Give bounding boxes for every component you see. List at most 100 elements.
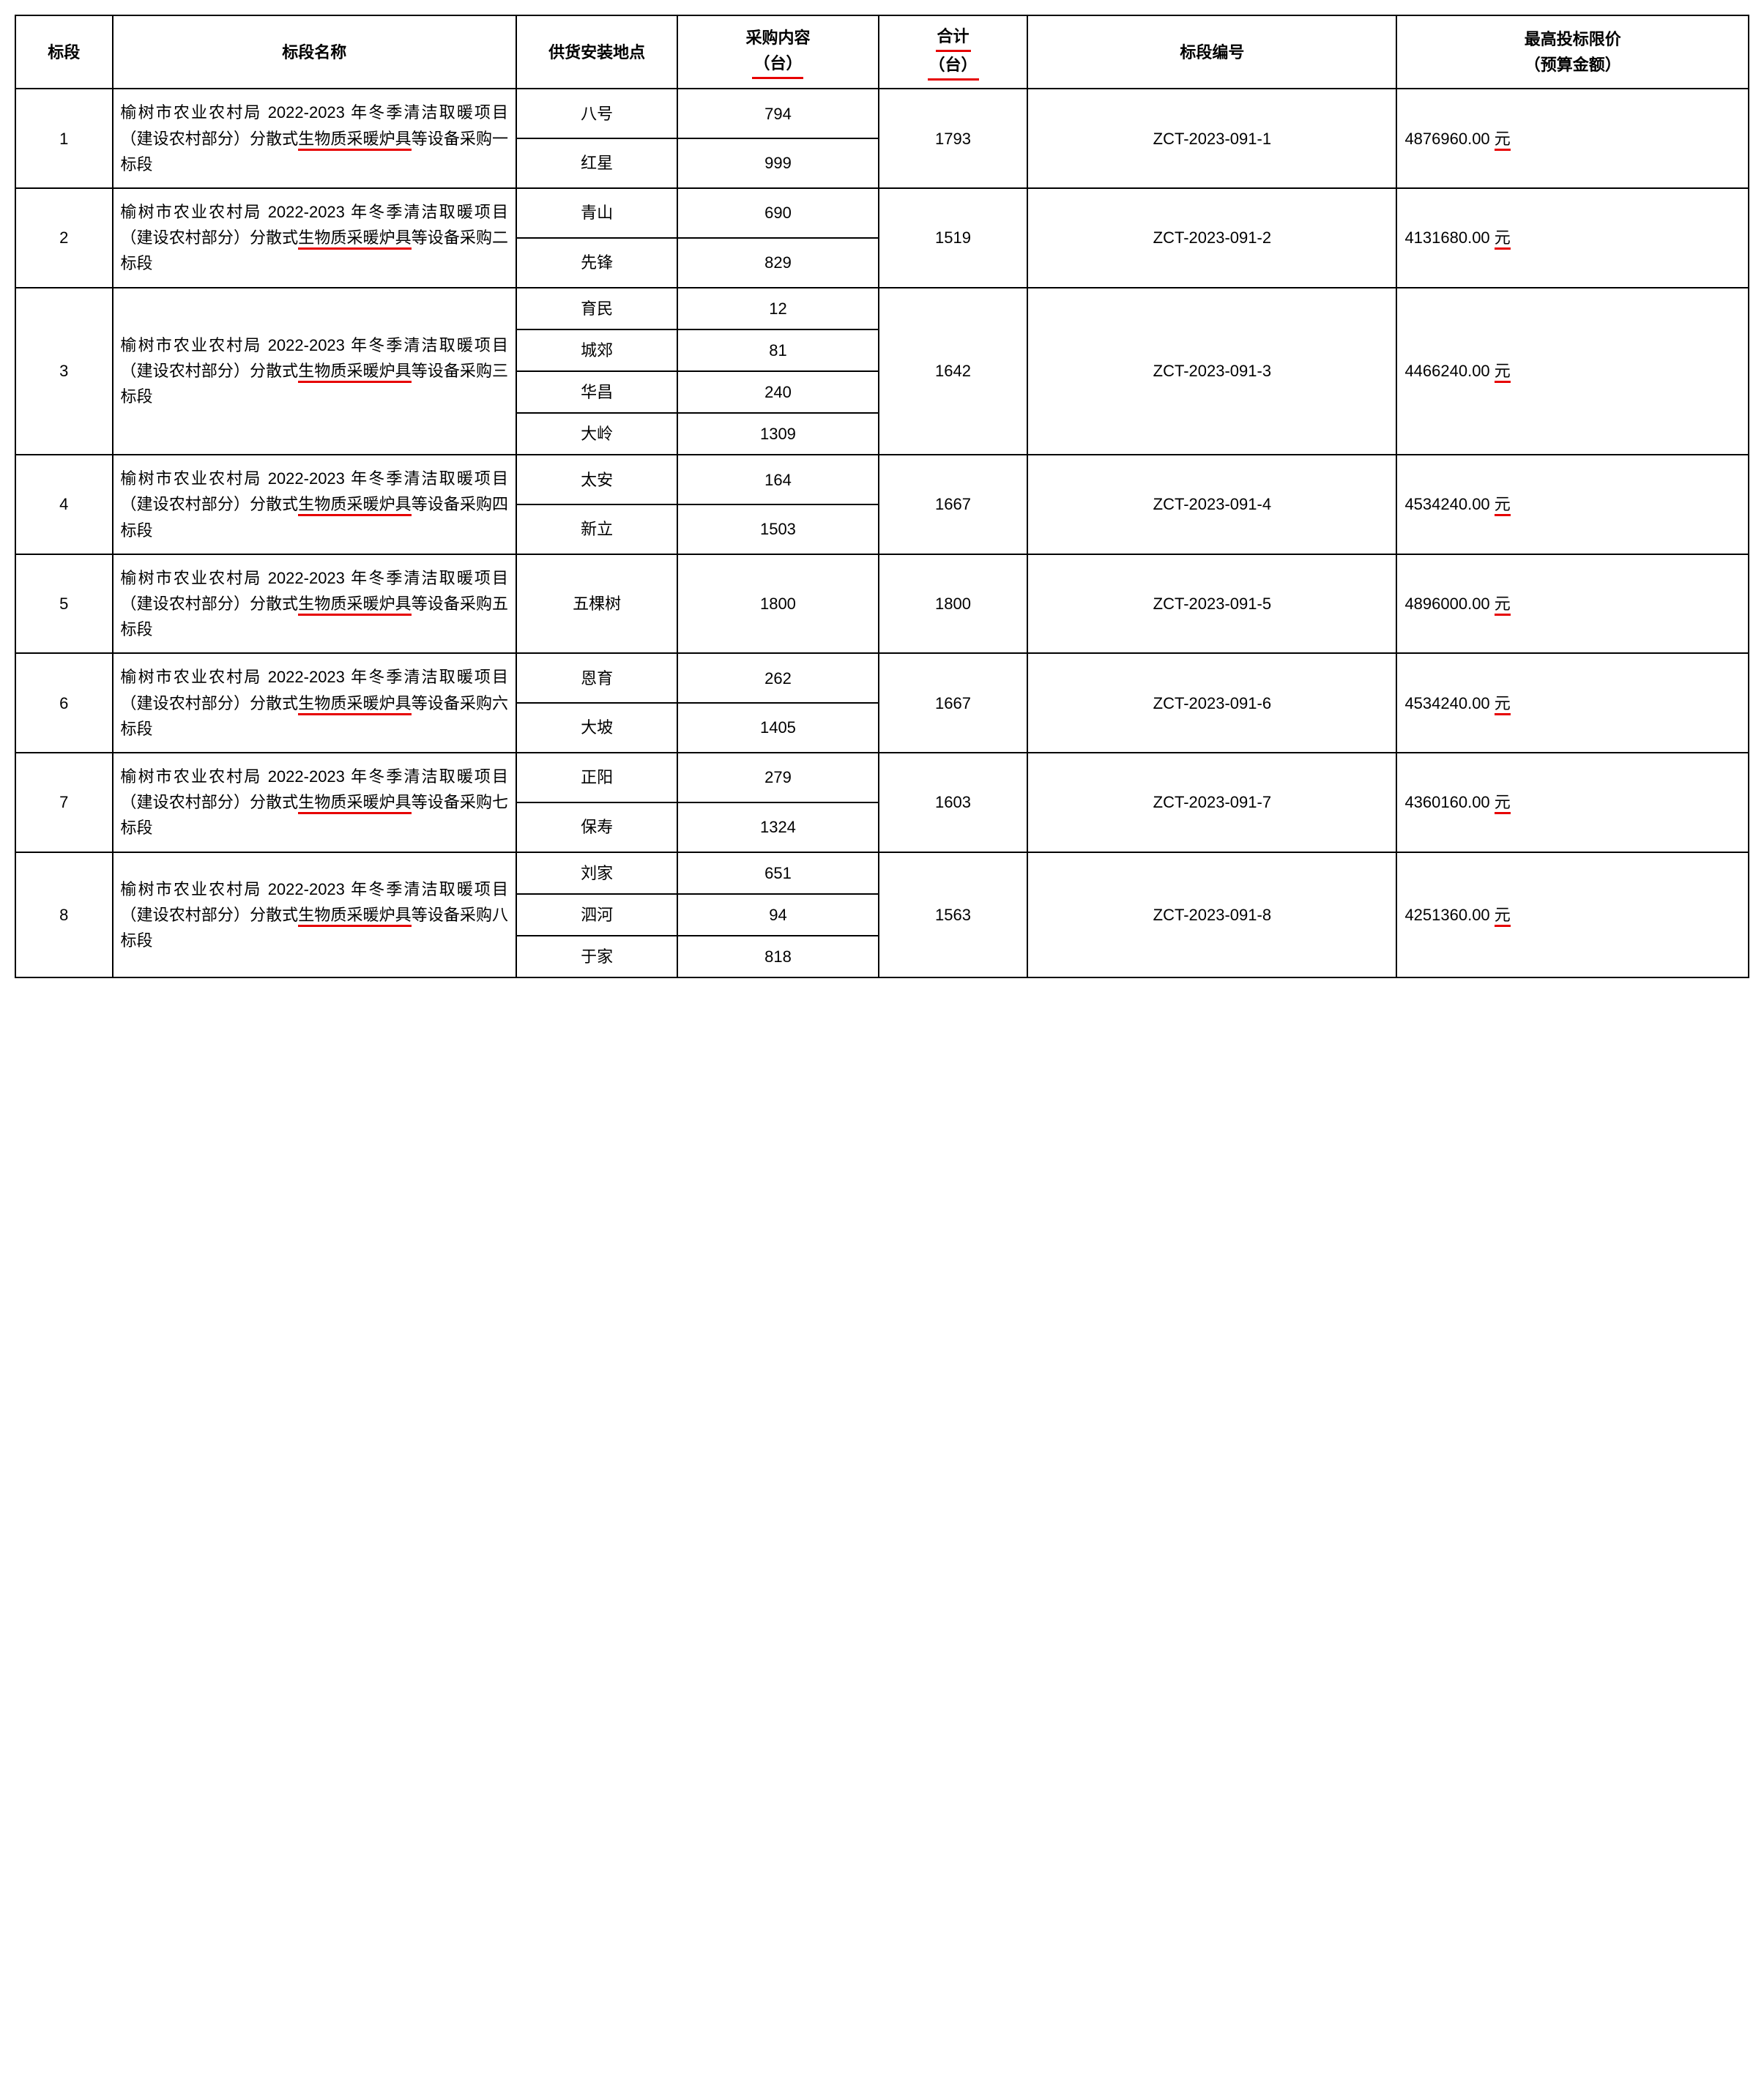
underlined-term: 生物质采暖炉具 [298, 228, 411, 250]
section-name: 榆树市农业农村局 2022-2023 年冬季清洁取暖项目（建设农村部分）分散式生… [113, 852, 517, 978]
qty-cell: 690 [677, 188, 879, 238]
total-cell: 1667 [879, 653, 1028, 753]
qty-cell: 1405 [677, 703, 879, 753]
table-body: 1榆树市农业农村局 2022-2023 年冬季清洁取暖项目（建设农村部分）分散式… [15, 89, 1749, 977]
total-cell: 1563 [879, 852, 1028, 978]
total-cell: 1800 [879, 554, 1028, 654]
location-cell: 城郊 [516, 329, 677, 371]
qty-cell: 794 [677, 89, 879, 138]
total-cell: 1642 [879, 288, 1028, 455]
header-section: 标段 [15, 15, 113, 89]
table-row: 5榆树市农业农村局 2022-2023 年冬季清洁取暖项目（建设农村部分）分散式… [15, 554, 1749, 654]
price-cell: 4534240.00 元 [1396, 455, 1749, 554]
section-name: 榆树市农业农村局 2022-2023 年冬季清洁取暖项目（建设农村部分）分散式生… [113, 89, 517, 188]
total-cell: 1603 [879, 753, 1028, 852]
location-cell: 泗河 [516, 894, 677, 936]
location-cell: 育民 [516, 288, 677, 329]
section-name: 榆树市农业农村局 2022-2023 年冬季清洁取暖项目（建设农村部分）分散式生… [113, 188, 517, 288]
total-cell: 1667 [879, 455, 1028, 554]
section-no: 8 [15, 852, 113, 978]
table-row: 7榆树市农业农村局 2022-2023 年冬季清洁取暖项目（建设农村部分）分散式… [15, 753, 1749, 802]
price-cell: 4534240.00 元 [1396, 653, 1749, 753]
code-cell: ZCT-2023-091-4 [1027, 455, 1396, 554]
qty-cell: 164 [677, 455, 879, 504]
code-cell: ZCT-2023-091-1 [1027, 89, 1396, 188]
qty-cell: 651 [677, 852, 879, 894]
location-cell: 华昌 [516, 371, 677, 413]
qty-cell: 999 [677, 138, 879, 188]
underlined-term: 生物质采暖炉具 [298, 130, 411, 151]
currency-unit: 元 [1495, 595, 1511, 616]
code-cell: ZCT-2023-091-5 [1027, 554, 1396, 654]
section-no: 2 [15, 188, 113, 288]
price-cell: 4466240.00 元 [1396, 288, 1749, 455]
location-cell: 新立 [516, 504, 677, 554]
currency-unit: 元 [1495, 228, 1511, 250]
header-code: 标段编号 [1027, 15, 1396, 89]
price-cell: 4251360.00 元 [1396, 852, 1749, 978]
location-cell: 保寿 [516, 802, 677, 852]
underlined-term: 生物质采暖炉具 [298, 595, 411, 616]
code-cell: ZCT-2023-091-8 [1027, 852, 1396, 978]
section-no: 7 [15, 753, 113, 852]
location-cell: 正阳 [516, 753, 677, 802]
code-cell: ZCT-2023-091-2 [1027, 188, 1396, 288]
section-name: 榆树市农业农村局 2022-2023 年冬季清洁取暖项目（建设农村部分）分散式生… [113, 455, 517, 554]
location-cell: 于家 [516, 936, 677, 977]
table-row: 8榆树市农业农村局 2022-2023 年冬季清洁取暖项目（建设农村部分）分散式… [15, 852, 1749, 894]
section-no: 6 [15, 653, 113, 753]
bid-sections-table: 标段 标段名称 供货安装地点 采购内容 （台） 合计 （台） 标段编号 最高投标… [15, 15, 1749, 978]
table-row: 6榆树市农业农村局 2022-2023 年冬季清洁取暖项目（建设农村部分）分散式… [15, 653, 1749, 703]
currency-unit: 元 [1495, 694, 1511, 715]
header-name: 标段名称 [113, 15, 517, 89]
qty-cell: 94 [677, 894, 879, 936]
currency-unit: 元 [1495, 793, 1511, 814]
underlined-term: 生物质采暖炉具 [298, 793, 411, 814]
location-cell: 红星 [516, 138, 677, 188]
location-cell: 刘家 [516, 852, 677, 894]
qty-cell: 279 [677, 753, 879, 802]
qty-cell: 1800 [677, 554, 879, 654]
location-cell: 太安 [516, 455, 677, 504]
table-row: 3榆树市农业农村局 2022-2023 年冬季清洁取暖项目（建设农村部分）分散式… [15, 288, 1749, 329]
table-row: 2榆树市农业农村局 2022-2023 年冬季清洁取暖项目（建设农村部分）分散式… [15, 188, 1749, 238]
price-cell: 4896000.00 元 [1396, 554, 1749, 654]
code-cell: ZCT-2023-091-7 [1027, 753, 1396, 852]
qty-cell: 81 [677, 329, 879, 371]
table-row: 1榆树市农业农村局 2022-2023 年冬季清洁取暖项目（建设农村部分）分散式… [15, 89, 1749, 138]
header-price: 最高投标限价 （预算金额） [1396, 15, 1749, 89]
currency-unit: 元 [1495, 362, 1511, 383]
location-cell: 五棵树 [516, 554, 677, 654]
code-cell: ZCT-2023-091-3 [1027, 288, 1396, 455]
table-row: 4榆树市农业农村局 2022-2023 年冬季清洁取暖项目（建设农村部分）分散式… [15, 455, 1749, 504]
header-content: 采购内容 （台） [677, 15, 879, 89]
section-name: 榆树市农业农村局 2022-2023 年冬季清洁取暖项目（建设农村部分）分散式生… [113, 554, 517, 654]
qty-cell: 818 [677, 936, 879, 977]
table-header: 标段 标段名称 供货安装地点 采购内容 （台） 合计 （台） 标段编号 最高投标… [15, 15, 1749, 89]
qty-cell: 829 [677, 238, 879, 288]
header-total: 合计 （台） [879, 15, 1028, 89]
underlined-term: 生物质采暖炉具 [298, 694, 411, 715]
location-cell: 大岭 [516, 413, 677, 455]
currency-unit: 元 [1495, 906, 1511, 927]
section-name: 榆树市农业农村局 2022-2023 年冬季清洁取暖项目（建设农村部分）分散式生… [113, 288, 517, 455]
section-name: 榆树市农业农村局 2022-2023 年冬季清洁取暖项目（建设农村部分）分散式生… [113, 653, 517, 753]
code-cell: ZCT-2023-091-6 [1027, 653, 1396, 753]
qty-cell: 262 [677, 653, 879, 703]
qty-cell: 240 [677, 371, 879, 413]
total-cell: 1793 [879, 89, 1028, 188]
section-no: 4 [15, 455, 113, 554]
header-row: 标段 标段名称 供货安装地点 采购内容 （台） 合计 （台） 标段编号 最高投标… [15, 15, 1749, 89]
location-cell: 八号 [516, 89, 677, 138]
currency-unit: 元 [1495, 130, 1511, 151]
qty-cell: 1324 [677, 802, 879, 852]
location-cell: 青山 [516, 188, 677, 238]
location-cell: 大坡 [516, 703, 677, 753]
section-name: 榆树市农业农村局 2022-2023 年冬季清洁取暖项目（建设农村部分）分散式生… [113, 753, 517, 852]
location-cell: 先锋 [516, 238, 677, 288]
section-no: 3 [15, 288, 113, 455]
currency-unit: 元 [1495, 495, 1511, 516]
qty-cell: 1503 [677, 504, 879, 554]
price-cell: 4360160.00 元 [1396, 753, 1749, 852]
underlined-term: 生物质采暖炉具 [298, 906, 411, 927]
